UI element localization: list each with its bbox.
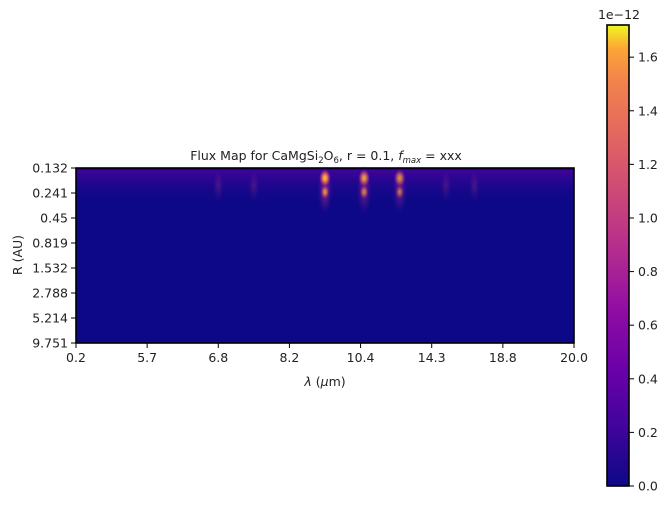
emission-faint [212,168,225,204]
colorbar-tick-label: 0.6 [638,318,658,333]
emission-peak-secondary [359,185,369,199]
emission-peak [319,169,331,187]
heatmap [75,164,575,344]
y-tick-label: 9.751 [32,336,68,351]
colorbar-tick-label: 0.0 [638,479,658,494]
x-axis: 0.2 5.7 6.8 8.2 10.4 14.3 18.8 20.0 [66,343,588,365]
y-tick-label: 0.819 [32,236,68,251]
colorbar-ticks: 0.0 0.2 0.4 0.6 0.8 1.0 1.2 1.4 1.6 [629,50,658,494]
y-tick-label: 0.45 [40,211,68,226]
emission-faint [468,168,481,204]
chart-title: Flux Map for CaMgSi2O6, r = 0.1, fmax = … [190,148,462,166]
colorbar-multiplier: 1e−12 [598,7,640,22]
y-tick-label: 2.788 [32,286,68,301]
emission-peak [393,169,406,187]
y-tick-label: 0.241 [32,186,68,201]
emission-features [212,164,481,216]
colorbar-tick-label: 0.4 [638,371,658,386]
x-tick-label: 10.4 [347,350,375,365]
colorbar-tick-label: 1.4 [638,103,658,118]
emission-faint [247,168,260,204]
x-axis-label: λ (μm) [303,374,345,389]
colorbar: 1e−12 0.0 0.2 0.4 0.6 0.8 1.0 1.2 1.4 1.6 [598,7,658,494]
x-tick-label: 18.8 [489,350,517,365]
x-tick-label: 6.8 [208,350,228,365]
x-tick-label: 0.2 [66,350,86,365]
y-tick-label: 5.214 [32,311,68,326]
y-tick-label: 1.532 [32,261,68,276]
x-tick-label: 8.2 [279,350,299,365]
emission-peak-secondary [320,185,330,199]
y-axis: 0.132 0.241 0.45 0.819 1.532 2.788 5.214 9.751 [32,161,76,351]
emission-faint [439,168,452,204]
y-axis-label: R (AU) [10,235,25,275]
colorbar-tick-label: 1.6 [638,50,658,65]
x-tick-label: 5.7 [137,350,157,365]
colorbar-tick-label: 0.2 [638,425,658,440]
colorbar-gradient [606,24,630,487]
x-tick-label: 20.0 [560,350,588,365]
colorbar-tick-label: 1.0 [638,210,658,225]
colorbar-tick-label: 0.8 [638,264,658,279]
plot-frame [75,167,575,344]
emission-peak-secondary [395,185,405,199]
colorbar-tick-label: 1.2 [638,157,658,172]
emission-peak [358,169,371,187]
x-tick-label: 14.3 [418,350,446,365]
y-tick-label: 0.132 [32,161,68,176]
